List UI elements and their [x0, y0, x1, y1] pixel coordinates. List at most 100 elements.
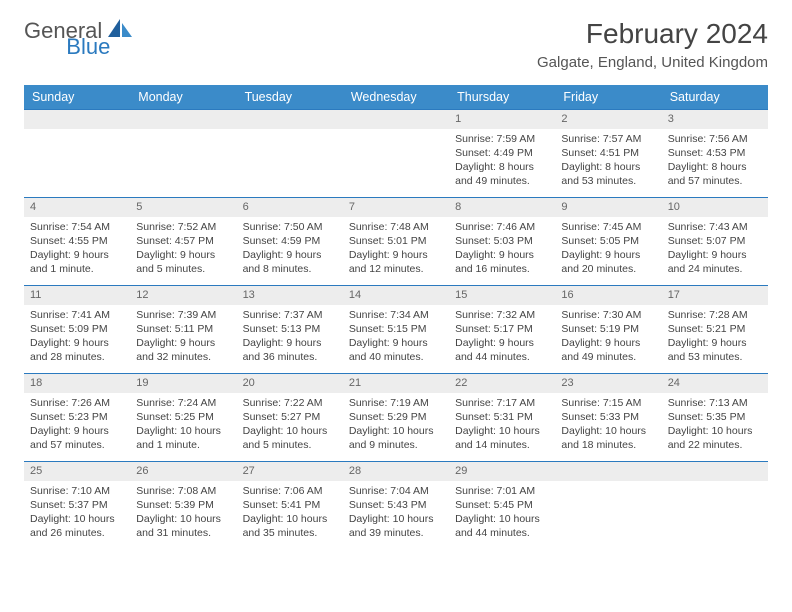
sunset-line: Sunset: 5:27 PM: [243, 410, 337, 424]
day-number: 22: [449, 374, 555, 393]
day-details: Sunrise: 7:34 AMSunset: 5:15 PMDaylight:…: [343, 305, 449, 369]
calendar-cell-empty: [237, 110, 343, 198]
day-details: Sunrise: 7:17 AMSunset: 5:31 PMDaylight:…: [449, 393, 555, 457]
daylight-line: Daylight: 10 hours and 44 minutes.: [455, 512, 549, 540]
calendar-row: 25Sunrise: 7:10 AMSunset: 5:37 PMDayligh…: [24, 462, 768, 550]
calendar-table: SundayMondayTuesdayWednesdayThursdayFrid…: [24, 85, 768, 550]
day-number-empty: [24, 110, 130, 129]
day-details: Sunrise: 7:39 AMSunset: 5:11 PMDaylight:…: [130, 305, 236, 369]
daylight-line: Daylight: 9 hours and 53 minutes.: [668, 336, 762, 364]
sunrise-line: Sunrise: 7:10 AM: [30, 484, 124, 498]
day-details: Sunrise: 7:10 AMSunset: 5:37 PMDaylight:…: [24, 481, 130, 545]
day-details: Sunrise: 7:30 AMSunset: 5:19 PMDaylight:…: [555, 305, 661, 369]
calendar-cell-19: 19Sunrise: 7:24 AMSunset: 5:25 PMDayligh…: [130, 374, 236, 462]
calendar-row: 1Sunrise: 7:59 AMSunset: 4:49 PMDaylight…: [24, 110, 768, 198]
calendar-cell-14: 14Sunrise: 7:34 AMSunset: 5:15 PMDayligh…: [343, 286, 449, 374]
sunrise-line: Sunrise: 7:01 AM: [455, 484, 549, 498]
sunset-line: Sunset: 5:01 PM: [349, 234, 443, 248]
daylight-line: Daylight: 9 hours and 24 minutes.: [668, 248, 762, 276]
sunset-line: Sunset: 4:57 PM: [136, 234, 230, 248]
day-number: 29: [449, 462, 555, 481]
weekday-friday: Friday: [555, 85, 661, 110]
day-number: 16: [555, 286, 661, 305]
day-details: Sunrise: 7:08 AMSunset: 5:39 PMDaylight:…: [130, 481, 236, 545]
weekday-monday: Monday: [130, 85, 236, 110]
location: Galgate, England, United Kingdom: [537, 54, 768, 71]
day-number: 18: [24, 374, 130, 393]
sunrise-line: Sunrise: 7:45 AM: [561, 220, 655, 234]
calendar-cell-25: 25Sunrise: 7:10 AMSunset: 5:37 PMDayligh…: [24, 462, 130, 550]
sunrise-line: Sunrise: 7:13 AM: [668, 396, 762, 410]
sunrise-line: Sunrise: 7:39 AM: [136, 308, 230, 322]
logo-sail-icon: [108, 19, 134, 44]
calendar-cell-empty: [555, 462, 661, 550]
sunset-line: Sunset: 4:53 PM: [668, 146, 762, 160]
sunrise-line: Sunrise: 7:06 AM: [243, 484, 337, 498]
sunrise-line: Sunrise: 7:59 AM: [455, 132, 549, 146]
sunrise-line: Sunrise: 7:43 AM: [668, 220, 762, 234]
weekday-saturday: Saturday: [662, 85, 768, 110]
day-details: Sunrise: 7:26 AMSunset: 5:23 PMDaylight:…: [24, 393, 130, 457]
day-details: Sunrise: 7:57 AMSunset: 4:51 PMDaylight:…: [555, 129, 661, 193]
day-number: 19: [130, 374, 236, 393]
calendar-cell-15: 15Sunrise: 7:32 AMSunset: 5:17 PMDayligh…: [449, 286, 555, 374]
day-number: 1: [449, 110, 555, 129]
sunrise-line: Sunrise: 7:54 AM: [30, 220, 124, 234]
day-number: 27: [237, 462, 343, 481]
calendar-cell-empty: [130, 110, 236, 198]
daylight-line: Daylight: 9 hours and 57 minutes.: [30, 424, 124, 452]
day-details: Sunrise: 7:01 AMSunset: 5:45 PMDaylight:…: [449, 481, 555, 545]
day-details: Sunrise: 7:15 AMSunset: 5:33 PMDaylight:…: [555, 393, 661, 457]
sunset-line: Sunset: 5:37 PM: [30, 498, 124, 512]
day-details: Sunrise: 7:04 AMSunset: 5:43 PMDaylight:…: [343, 481, 449, 545]
day-number: 12: [130, 286, 236, 305]
day-details: Sunrise: 7:59 AMSunset: 4:49 PMDaylight:…: [449, 129, 555, 193]
sunset-line: Sunset: 5:13 PM: [243, 322, 337, 336]
day-details: Sunrise: 7:54 AMSunset: 4:55 PMDaylight:…: [24, 217, 130, 281]
calendar-cell-empty: [343, 110, 449, 198]
sunrise-line: Sunrise: 7:50 AM: [243, 220, 337, 234]
title-block: February 2024 Galgate, England, United K…: [537, 18, 768, 71]
weekday-sunday: Sunday: [24, 85, 130, 110]
daylight-line: Daylight: 9 hours and 36 minutes.: [243, 336, 337, 364]
sunset-line: Sunset: 5:15 PM: [349, 322, 443, 336]
sunset-line: Sunset: 5:09 PM: [30, 322, 124, 336]
day-details: Sunrise: 7:22 AMSunset: 5:27 PMDaylight:…: [237, 393, 343, 457]
sunset-line: Sunset: 5:19 PM: [561, 322, 655, 336]
daylight-line: Daylight: 9 hours and 44 minutes.: [455, 336, 549, 364]
calendar-cell-17: 17Sunrise: 7:28 AMSunset: 5:21 PMDayligh…: [662, 286, 768, 374]
day-number-empty: [130, 110, 236, 129]
day-number: 17: [662, 286, 768, 305]
day-details: Sunrise: 7:43 AMSunset: 5:07 PMDaylight:…: [662, 217, 768, 281]
calendar-cell-9: 9Sunrise: 7:45 AMSunset: 5:05 PMDaylight…: [555, 198, 661, 286]
daylight-line: Daylight: 9 hours and 40 minutes.: [349, 336, 443, 364]
daylight-line: Daylight: 9 hours and 16 minutes.: [455, 248, 549, 276]
sunset-line: Sunset: 5:05 PM: [561, 234, 655, 248]
sunrise-line: Sunrise: 7:24 AM: [136, 396, 230, 410]
day-number: 15: [449, 286, 555, 305]
day-number: 10: [662, 198, 768, 217]
day-details: Sunrise: 7:24 AMSunset: 5:25 PMDaylight:…: [130, 393, 236, 457]
day-details: Sunrise: 7:46 AMSunset: 5:03 PMDaylight:…: [449, 217, 555, 281]
day-number: 28: [343, 462, 449, 481]
sunrise-line: Sunrise: 7:19 AM: [349, 396, 443, 410]
sunset-line: Sunset: 5:35 PM: [668, 410, 762, 424]
calendar-cell-11: 11Sunrise: 7:41 AMSunset: 5:09 PMDayligh…: [24, 286, 130, 374]
calendar-cell-empty: [662, 462, 768, 550]
calendar-row: 4Sunrise: 7:54 AMSunset: 4:55 PMDaylight…: [24, 198, 768, 286]
calendar-cell-24: 24Sunrise: 7:13 AMSunset: 5:35 PMDayligh…: [662, 374, 768, 462]
calendar-cell-18: 18Sunrise: 7:26 AMSunset: 5:23 PMDayligh…: [24, 374, 130, 462]
month-title: February 2024: [537, 18, 768, 50]
calendar-cell-23: 23Sunrise: 7:15 AMSunset: 5:33 PMDayligh…: [555, 374, 661, 462]
daylight-line: Daylight: 10 hours and 39 minutes.: [349, 512, 443, 540]
day-details: Sunrise: 7:41 AMSunset: 5:09 PMDaylight:…: [24, 305, 130, 369]
sunrise-line: Sunrise: 7:04 AM: [349, 484, 443, 498]
day-details: Sunrise: 7:50 AMSunset: 4:59 PMDaylight:…: [237, 217, 343, 281]
day-number: 4: [24, 198, 130, 217]
logo: General Blue: [24, 18, 186, 44]
day-number: 5: [130, 198, 236, 217]
sunset-line: Sunset: 5:23 PM: [30, 410, 124, 424]
day-number: 8: [449, 198, 555, 217]
day-details: Sunrise: 7:37 AMSunset: 5:13 PMDaylight:…: [237, 305, 343, 369]
calendar-cell-26: 26Sunrise: 7:08 AMSunset: 5:39 PMDayligh…: [130, 462, 236, 550]
